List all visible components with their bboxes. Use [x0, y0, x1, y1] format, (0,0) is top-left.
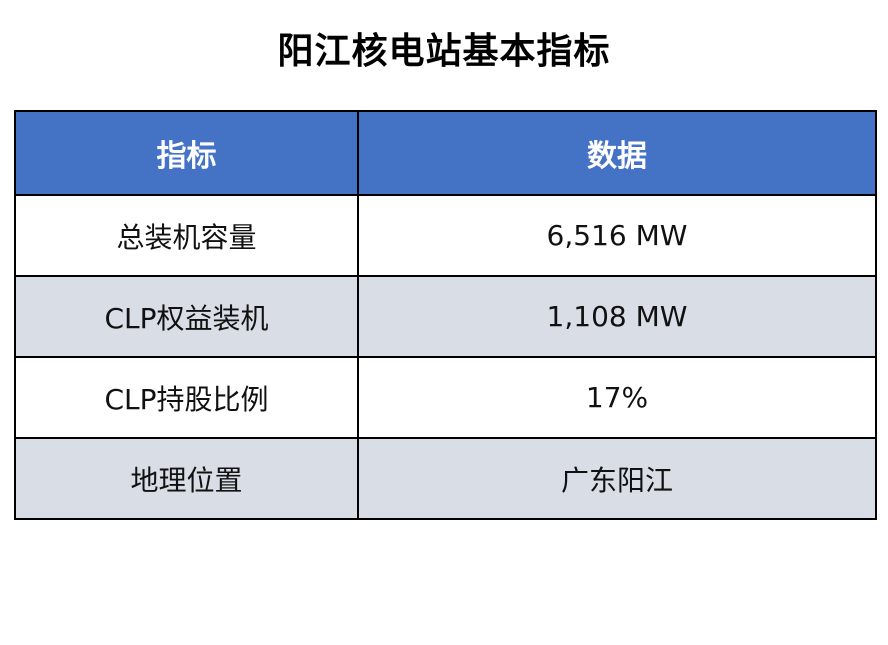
value-cell: 广东阳江 [357, 437, 877, 520]
metric-cell: CLP持股比例 [14, 356, 359, 439]
column-header-metric: 指标 [14, 110, 359, 196]
metric-cell: 总装机容量 [14, 194, 359, 277]
value-cell: 17% [357, 356, 877, 439]
table-row: 地理位置 广东阳江 [14, 437, 877, 520]
metric-cell: CLP权益装机 [14, 275, 359, 358]
page-title: 阳江核电站基本指标 [277, 31, 611, 72]
table-row: CLP持股比例 17% [14, 356, 877, 439]
value-cell: 1,108 MW [357, 275, 877, 358]
value-cell: 6,516 MW [357, 194, 877, 277]
table-row: CLP权益装机 1,108 MW [14, 275, 877, 358]
metrics-table: 指标 数据 总装机容量 6,516 MW CLP权益装机 1,108 MW CL… [14, 110, 877, 520]
metric-cell: 地理位置 [14, 437, 359, 520]
table-header-row: 指标 数据 [14, 110, 877, 196]
table-row: 总装机容量 6,516 MW [14, 194, 877, 277]
column-header-value: 数据 [357, 110, 877, 196]
